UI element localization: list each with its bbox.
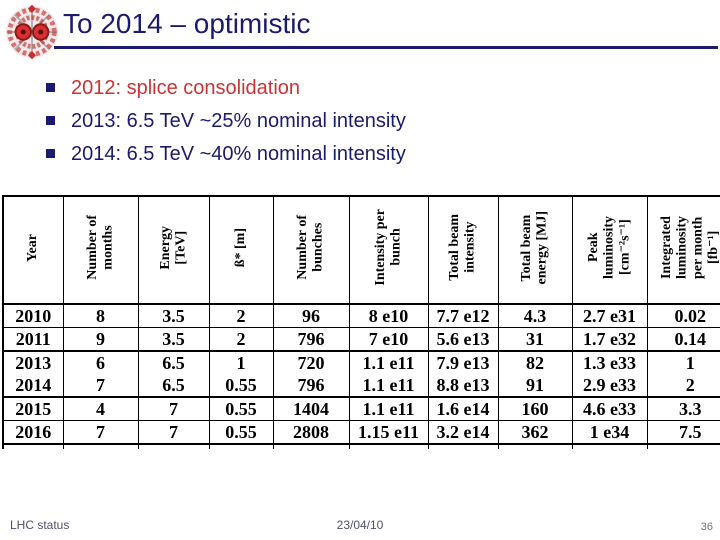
cell: 2011	[2, 327, 63, 352]
bullet-text: 2014: 6.5 TeV ~40% nominal intensity	[71, 143, 406, 165]
page-number: 36	[700, 521, 713, 533]
col-header-total-beam-energy: Total beam energy [MJ]	[497, 196, 572, 305]
cell: 1	[208, 351, 273, 374]
cell: 8.8 e13	[427, 374, 498, 398]
cell: 4	[62, 397, 138, 421]
cell: 3.3	[646, 397, 720, 421]
table-row-2013: 2013 6 6.5 1 720 1.1 e11 7.9 e13 82 1.3 e33 1	[2, 351, 720, 374]
cell: 2808	[272, 420, 349, 445]
cell: 3.5	[137, 327, 209, 352]
cell: 8	[62, 304, 138, 328]
cell: 0.14	[646, 327, 720, 352]
cell: 2.9 e33	[571, 374, 647, 398]
page-title: To 2014 – optimistic	[63, 8, 311, 39]
col-header-year: Year	[2, 196, 63, 305]
cell: 2014	[2, 374, 63, 398]
bullet-square-icon	[46, 83, 55, 92]
cell: 1.6 e14	[427, 397, 498, 421]
cell: 0.02	[646, 304, 720, 328]
col-header-months: Number of months	[62, 196, 138, 305]
col-header-energy: Energy [TeV]	[137, 196, 209, 305]
title-underline	[54, 46, 718, 49]
cell: 0.55	[208, 397, 273, 421]
cell: 2013	[2, 351, 63, 374]
bullet-list: 2012: splice consolidation 2013: 6.5 TeV…	[46, 72, 406, 171]
cell: 7.7 e12	[427, 304, 498, 328]
bullet-item-2014: 2014: 6.5 TeV ~40% nominal intensity	[46, 138, 406, 171]
cell: 7	[137, 420, 209, 445]
cell: 7.9 e13	[427, 351, 498, 374]
cell: 7.5	[646, 420, 720, 445]
cell: 796	[272, 327, 349, 352]
col-header-bunches: Number of bunches	[272, 196, 349, 305]
cell: 0.55	[208, 374, 273, 398]
cell: 5.6 e13	[427, 327, 498, 352]
cell: 2	[208, 327, 273, 352]
col-header-integrated-luminosity: Integrated luminosity per month [fb⁻¹]	[646, 196, 720, 305]
col-header-total-beam-intensity: Total beam intensity	[427, 196, 498, 305]
cell: 82	[497, 351, 572, 374]
cell: 2016	[2, 420, 63, 445]
cell: 2010	[2, 304, 63, 328]
schedule-table-container: Year Number of months Energy [TeV] ß* [m…	[2, 195, 720, 449]
cell: 6.5	[137, 351, 209, 374]
cell: 7 e10	[348, 327, 428, 352]
cell: 1.1 e11	[348, 397, 428, 421]
table-clipped-edge	[2, 444, 720, 449]
cell: 91	[497, 374, 572, 398]
cell: 160	[497, 397, 572, 421]
cell: 1.1 e11	[348, 374, 428, 398]
bullet-square-icon	[46, 149, 55, 158]
col-header-beta-star: ß* [m]	[208, 196, 273, 305]
table-row-2015: 2015 4 7 0.55 1404 1.1 e11 1.6 e14 160 4.6 e33 3.…	[2, 397, 720, 421]
cell: 4.3	[497, 304, 572, 328]
lhc-logo-icon	[5, 4, 59, 60]
cell: 720	[272, 351, 349, 374]
cell: 96	[272, 304, 349, 328]
bullet-text: 2013: 6.5 TeV ~25% nominal intensity	[71, 110, 406, 132]
bullet-item-2012: 2012: splice consolidation	[46, 72, 406, 105]
cell: 8 e10	[348, 304, 428, 328]
cell: 2015	[2, 397, 63, 421]
cell: 1.3 e33	[571, 351, 647, 374]
cell: 7	[62, 420, 138, 445]
cell: 2	[208, 304, 273, 328]
cell: 7	[137, 397, 209, 421]
bullet-item-2013: 2013: 6.5 TeV ~25% nominal intensity	[46, 105, 406, 138]
col-header-peak-luminosity: Peak luminosity [cm⁻²s⁻¹]	[571, 196, 647, 305]
footer-date: 23/04/10	[336, 518, 384, 532]
cell: 6	[62, 351, 138, 374]
table-row-2011: 2011 9 3.5 2 796 7 e10 5.6 e13 31 1.7 e32 0.14	[2, 327, 720, 352]
table-header-row: Year Number of months Energy [TeV] ß* [m…	[2, 196, 720, 305]
table-row-2016: 2016 7 7 0.55 2808 1.15 e11 3.2 e14 362 1 e34 7.5	[2, 420, 720, 445]
footer-status: LHC status	[10, 518, 70, 532]
cell: 362	[497, 420, 572, 445]
cell: 3.2 e14	[427, 420, 498, 445]
schedule-table: Year Number of months Energy [TeV] ß* [m…	[2, 195, 720, 449]
cell: 2.7 e31	[571, 304, 647, 328]
cell: 9	[62, 327, 138, 352]
cell: 796	[272, 374, 349, 398]
cell: 1.15 e11	[348, 420, 428, 445]
bullet-square-icon	[46, 116, 55, 125]
bullet-text: 2012: splice consolidation	[71, 77, 301, 99]
cell: 4.6 e33	[571, 397, 647, 421]
cell: 1	[646, 351, 720, 374]
col-header-intensity-per-bunch: Intensity per bunch	[348, 196, 428, 305]
cell: 0.55	[208, 420, 273, 445]
table-row-2014: 2014 7 6.5 0.55 796 1.1 e11 8.8 e13 91 2.9 e33 2	[2, 374, 720, 398]
cell: 6.5	[137, 374, 209, 398]
cell: 1.7 e32	[571, 327, 647, 352]
cell: 2	[646, 374, 720, 398]
cell: 7	[62, 374, 138, 398]
cell: 3.5	[137, 304, 209, 328]
table-row-2010: 2010 8 3.5 2 96 8 e10 7.7 e12 4.3 2.7 e31 0.02	[2, 304, 720, 328]
cell: 31	[497, 327, 572, 352]
cell: 1.1 e11	[348, 351, 428, 374]
cell: 1404	[272, 397, 349, 421]
cell: 1 e34	[571, 420, 647, 445]
